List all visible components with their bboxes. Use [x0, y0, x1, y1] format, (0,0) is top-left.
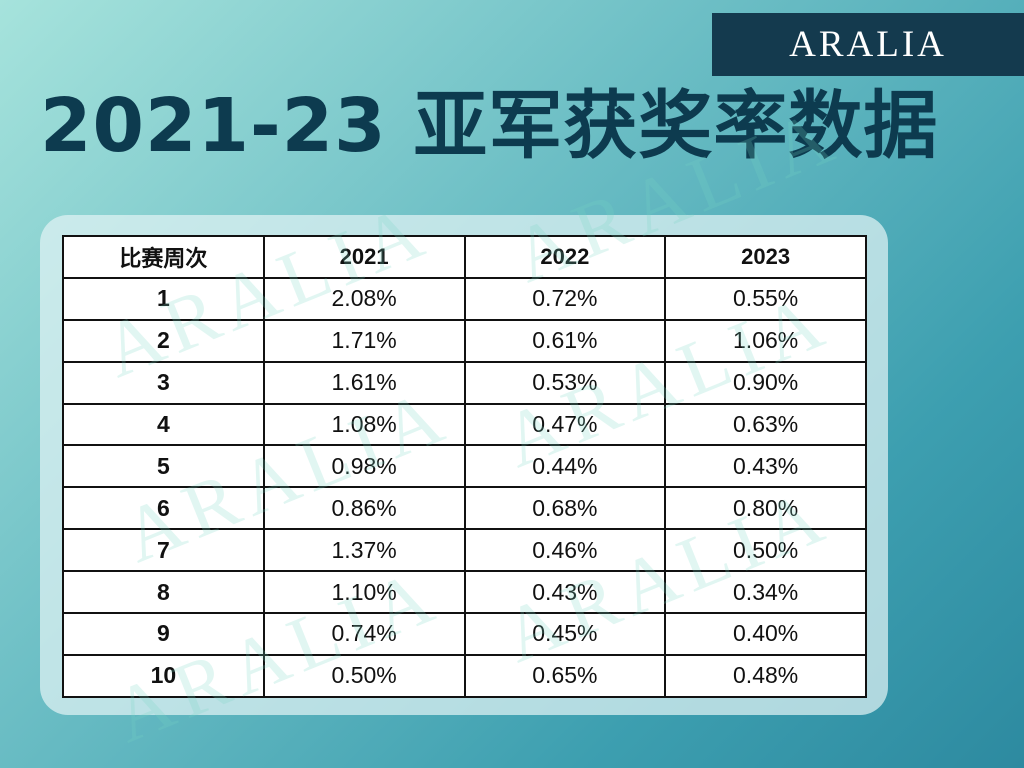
cell-2021: 1.61% [262, 360, 466, 405]
cell-2021: 1.08% [262, 402, 466, 447]
cell-2021: 1.10% [262, 570, 466, 615]
cell-2023: 0.48% [664, 653, 867, 698]
cell-week: 1 [62, 276, 265, 321]
cell-2022: 0.53% [463, 360, 667, 405]
table-row: 7 1.37% 0.46% 0.50% [62, 528, 867, 573]
cell-week: 5 [62, 444, 265, 489]
cell-2022: 0.44% [463, 444, 667, 489]
cell-2021: 0.74% [262, 612, 466, 656]
table-row: 2 1.71% 0.61% 1.06% [62, 318, 867, 363]
cell-week: 10 [62, 653, 265, 698]
cell-2022: 0.43% [463, 570, 667, 615]
cell-week: 4 [62, 402, 265, 447]
cell-2023: 0.63% [664, 402, 867, 447]
header-2023: 2023 [664, 235, 867, 279]
table-row: 1 2.08% 0.72% 0.55% [62, 276, 867, 321]
cell-week: 3 [62, 360, 265, 405]
cell-2023: 0.50% [664, 528, 867, 573]
header-2022: 2022 [463, 235, 667, 279]
cell-2023: 0.34% [664, 570, 867, 615]
cell-2023: 0.80% [664, 486, 867, 531]
cell-2022: 0.47% [463, 402, 667, 447]
brand-logo-text: ARALIA [789, 24, 947, 65]
table-row: 8 1.10% 0.43% 0.34% [62, 570, 867, 615]
cell-2021: 0.50% [262, 653, 466, 698]
cell-2021: 1.71% [262, 318, 466, 363]
header-2021: 2021 [262, 235, 466, 279]
cell-week: 9 [62, 612, 265, 656]
cell-2022: 0.68% [463, 486, 667, 531]
page-title: 2021-23 亚军获奖率数据 [40, 83, 939, 169]
cell-week: 7 [62, 528, 265, 573]
award-rate-table: 比赛周次 2021 2022 2023 1 2.08% 0.72% 0.55% … [62, 235, 867, 698]
cell-2023: 0.90% [664, 360, 867, 405]
cell-2022: 0.65% [463, 653, 667, 698]
cell-2022: 0.46% [463, 528, 667, 573]
cell-2022: 0.45% [463, 612, 667, 656]
cell-week: 6 [62, 486, 265, 531]
cell-2023: 0.55% [664, 276, 867, 321]
table-row: 6 0.86% 0.68% 0.80% [62, 486, 867, 531]
table-row: 10 0.50% 0.65% 0.48% [62, 653, 867, 698]
cell-2023: 1.06% [664, 318, 867, 363]
cell-2022: 0.72% [463, 276, 667, 321]
table-header-row: 比赛周次 2021 2022 2023 [62, 235, 867, 279]
cell-2022: 0.61% [463, 318, 667, 363]
cell-2021: 2.08% [262, 276, 466, 321]
brand-logo: ARALIA [712, 13, 1024, 76]
cell-2021: 1.37% [262, 528, 466, 573]
cell-2021: 0.86% [262, 486, 466, 531]
header-week: 比赛周次 [62, 235, 265, 279]
cell-2021: 0.98% [262, 444, 466, 489]
cell-2023: 0.43% [664, 444, 867, 489]
table-row: 4 1.08% 0.47% 0.63% [62, 402, 867, 447]
table-row: 3 1.61% 0.53% 0.90% [62, 360, 867, 405]
table-row: 5 0.98% 0.44% 0.43% [62, 444, 867, 489]
table-row: 9 0.74% 0.45% 0.40% [62, 612, 867, 656]
cell-week: 2 [62, 318, 265, 363]
cell-week: 8 [62, 570, 265, 615]
cell-2023: 0.40% [664, 612, 867, 656]
data-table-container: 比赛周次 2021 2022 2023 1 2.08% 0.72% 0.55% … [62, 235, 867, 698]
